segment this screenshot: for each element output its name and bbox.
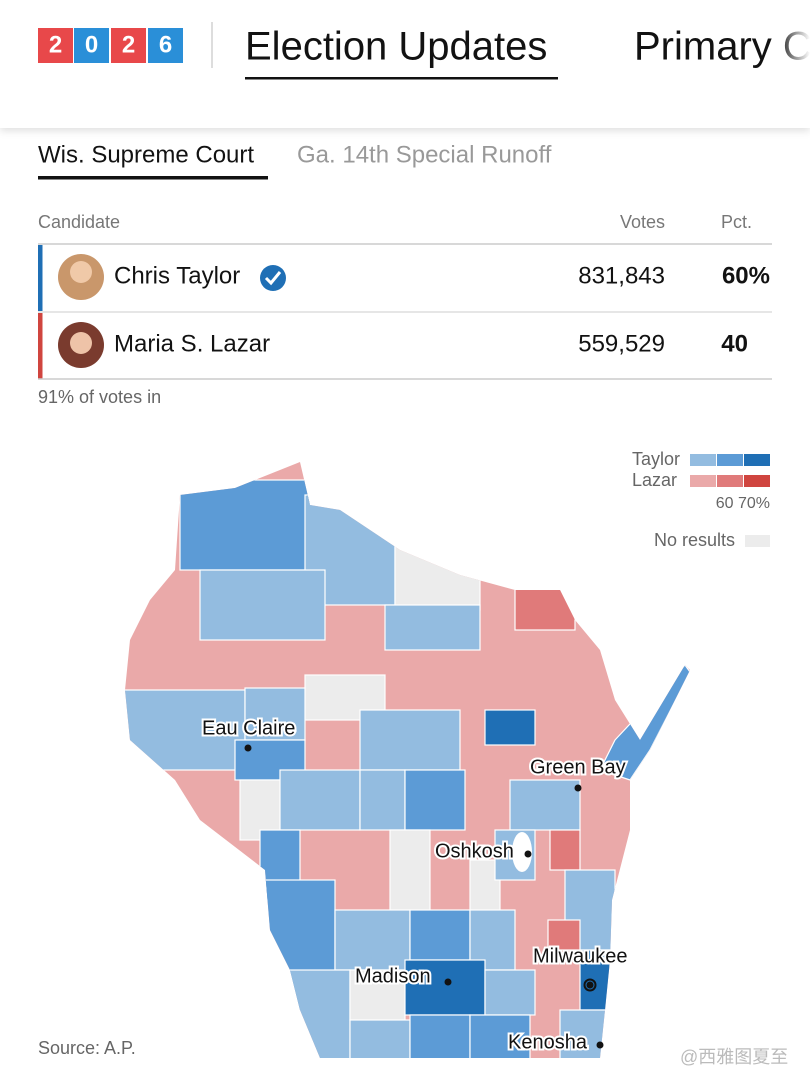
logo-digit: 2 <box>49 31 62 58</box>
legend-swatch <box>717 454 743 466</box>
county <box>349 969 406 1021</box>
check-mark <box>264 271 282 286</box>
county <box>359 709 461 771</box>
legend-swatch <box>745 535 770 547</box>
logo-digit: 2 <box>122 31 135 58</box>
avatar-face <box>70 332 92 354</box>
candidate-name: Maria S. Lazar <box>114 330 270 357</box>
county <box>384 604 481 651</box>
pct: 40 <box>721 330 748 357</box>
header-bar <box>0 0 810 128</box>
city-label: Kenosha <box>508 1031 588 1053</box>
county <box>404 769 466 831</box>
votes: 559,529 <box>578 330 665 357</box>
legend-label: Taylor <box>632 449 680 469</box>
city-labels: Eau Claire Green Bay Oshkosh Madison Milwauk… <box>200 715 629 1055</box>
city-dot <box>596 1041 604 1049</box>
nav-underline <box>245 77 558 80</box>
legend-label: No results <box>654 530 735 550</box>
lake <box>512 832 532 872</box>
county <box>409 909 471 961</box>
tab[interactable]: Ga. 14th Special Runoff <box>297 141 552 168</box>
city-dot <box>586 981 594 989</box>
logo: 2 0 2 6 <box>38 28 183 63</box>
legend-swatch <box>744 454 770 466</box>
candidate-name: Chris Taylor <box>114 262 240 289</box>
city-label: Oshkosh <box>435 840 514 862</box>
winner-check <box>260 265 286 291</box>
county <box>334 909 411 971</box>
city-label: Milwaukee <box>533 945 627 967</box>
city-dot <box>574 784 582 792</box>
column-header: Votes <box>620 212 665 232</box>
map <box>125 462 690 1058</box>
logo-digit: 6 <box>159 31 172 58</box>
county <box>359 769 406 831</box>
watermark: @西雅图夏至 <box>680 1047 788 1067</box>
county <box>179 479 311 571</box>
county <box>279 769 361 831</box>
legend-label: Lazar <box>632 470 677 490</box>
city-dot <box>444 978 452 986</box>
row-bar <box>38 245 43 311</box>
county <box>469 1014 531 1058</box>
legend-swatch <box>717 475 743 487</box>
county <box>484 709 536 746</box>
city-label: Eau Claire <box>202 717 295 739</box>
county <box>409 1014 471 1058</box>
city-label: Green Bay <box>530 756 626 778</box>
city-ring <box>583 978 597 992</box>
reporting: 91% of votes in <box>38 387 161 407</box>
nav-fade <box>700 20 810 80</box>
logo-digit: 0 <box>85 31 98 58</box>
county <box>394 544 481 611</box>
pct: 60% <box>722 262 770 289</box>
logo-box <box>111 28 146 63</box>
city-label: Madison <box>355 965 431 987</box>
column-header: Pct. <box>721 212 752 232</box>
logo-box <box>74 28 109 63</box>
tab-underline <box>38 176 268 180</box>
logo-box <box>38 28 73 63</box>
county <box>279 969 351 1058</box>
legend-swatch <box>690 454 716 466</box>
nav-item[interactable]: Election Updates <box>245 25 547 69</box>
county <box>509 779 581 831</box>
votes: 831,843 <box>578 262 665 289</box>
avatar-face <box>70 261 92 283</box>
city-dot <box>524 850 532 858</box>
county <box>484 969 536 1016</box>
county <box>349 1019 411 1058</box>
county <box>469 859 501 911</box>
legend-swatch <box>690 475 716 487</box>
source: Source: A.P. <box>38 1038 136 1058</box>
county <box>549 829 581 871</box>
county <box>199 569 326 641</box>
county <box>547 919 581 951</box>
legend-scale: 60 70% <box>716 495 770 512</box>
tab[interactable]: Wis. Supreme Court <box>38 141 254 168</box>
legend-swatch <box>744 475 770 487</box>
county <box>389 829 431 911</box>
column-header: Candidate <box>38 212 120 232</box>
city-dot <box>244 744 252 752</box>
county <box>514 584 576 631</box>
row-bar <box>38 313 43 379</box>
logo-box <box>148 28 183 63</box>
